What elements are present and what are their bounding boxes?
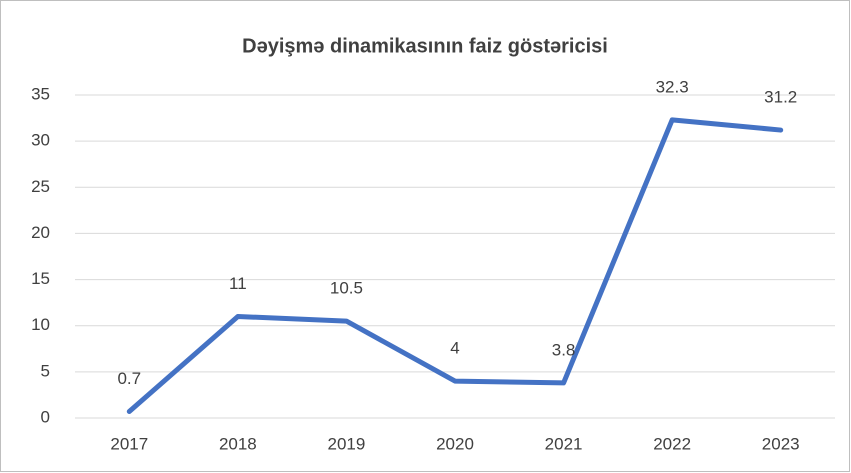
x-tick-label: 2017 <box>110 434 148 453</box>
chart-title: Dəyişmə dinamikasının faiz göstəricisi <box>242 35 608 57</box>
y-tick-label: 10 <box>31 315 50 334</box>
y-tick-label: 20 <box>31 223 50 242</box>
y-tick-label: 35 <box>31 84 50 103</box>
data-label: 32.3 <box>656 77 689 96</box>
data-label: 3.8 <box>552 340 576 359</box>
data-label: 31.2 <box>764 88 797 107</box>
y-tick-label: 30 <box>31 131 50 150</box>
y-tick-label: 0 <box>41 407 50 426</box>
data-label: 4 <box>450 339 459 358</box>
data-line <box>126 117 784 415</box>
data-label: 11 <box>229 274 247 293</box>
x-tick-label: 2020 <box>436 434 474 453</box>
y-tick-label: 25 <box>31 177 50 196</box>
x-tick-label: 2019 <box>328 434 366 453</box>
y-tick-label: 15 <box>31 269 50 288</box>
y-tick-label: 5 <box>41 361 50 380</box>
x-tick-label: 2021 <box>545 434 583 453</box>
data-label: 10.5 <box>330 279 363 298</box>
x-tick-label: 2018 <box>219 434 257 453</box>
x-tick-label: 2022 <box>653 434 691 453</box>
data-label: 0.7 <box>117 369 141 388</box>
x-tick-label: 2023 <box>762 434 800 453</box>
